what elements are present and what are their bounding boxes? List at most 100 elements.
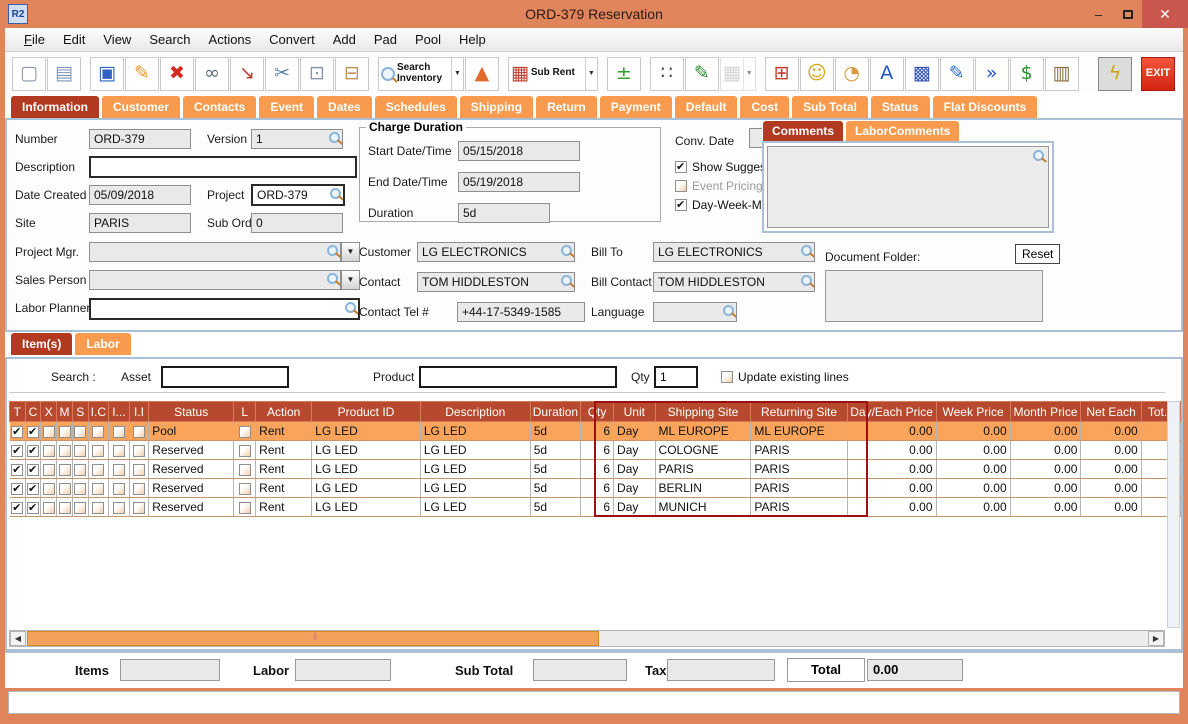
language-search-icon[interactable] — [723, 305, 734, 316]
price-cell[interactable]: 0.00 — [1010, 497, 1082, 517]
edit-button[interactable]: ✎ — [125, 56, 159, 91]
description-cell[interactable]: LG LED — [420, 440, 531, 460]
truck-button[interactable]: ▥ — [1044, 56, 1079, 91]
duration-cell[interactable]: 5d — [530, 459, 582, 479]
delete-button[interactable]: ✖ — [160, 56, 194, 91]
column-header-status[interactable]: Status — [148, 401, 235, 422]
column-header-i-c[interactable]: I.C — [87, 401, 110, 422]
menu-item-file[interactable]: File — [24, 32, 45, 47]
row-checkbox[interactable] — [58, 501, 71, 514]
l-flag-cell[interactable] — [233, 478, 257, 498]
column-header-week-price[interactable]: Week Price — [935, 401, 1011, 422]
unit-cell[interactable]: Day — [613, 440, 656, 460]
exit-button[interactable]: EXIT — [1141, 56, 1175, 91]
returning-site-cell[interactable]: PARIS — [750, 478, 848, 498]
bill-to-search-icon[interactable] — [801, 245, 812, 256]
tab-flat-discounts[interactable]: Flat Discounts — [931, 95, 1039, 118]
flag-cell[interactable] — [25, 459, 42, 479]
export-document-button[interactable]: ↘ — [230, 56, 264, 91]
row-checkbox[interactable] — [11, 482, 24, 495]
row-checkbox[interactable] — [42, 463, 55, 476]
bill-to-field[interactable]: LG ELECTRONICS — [653, 242, 815, 262]
scroll-right-icon[interactable]: ▶ — [1148, 631, 1164, 646]
contact-search-icon[interactable] — [561, 275, 572, 286]
flag-cell[interactable] — [108, 497, 130, 517]
l-flag-cell[interactable] — [233, 497, 257, 517]
tab-contacts[interactable]: Contacts — [182, 95, 258, 118]
flag-cell[interactable] — [88, 478, 110, 498]
horizontal-scrollbar[interactable]: ◀ ▶ — [9, 630, 1165, 647]
action-cell[interactable]: Rent — [255, 497, 313, 517]
horizontal-scroll-thumb[interactable] — [27, 631, 599, 646]
price-cell[interactable]: 0.00 — [847, 421, 937, 441]
row-checkbox[interactable] — [27, 425, 40, 438]
product-id-cell[interactable]: LG LED — [311, 440, 421, 460]
save-button[interactable]: ▣ — [90, 56, 124, 91]
row-checkbox[interactable] — [238, 482, 251, 495]
product-id-cell[interactable]: LG LED — [311, 497, 421, 517]
customer-search-icon[interactable] — [561, 245, 572, 256]
comments-textarea[interactable] — [767, 146, 1049, 228]
dropdown-arrow-icon[interactable]: ▼ — [451, 57, 461, 90]
unit-cell[interactable]: Day — [613, 497, 656, 517]
row-checkbox[interactable] — [132, 463, 145, 476]
price-cell[interactable]: 0.00 — [936, 421, 1011, 441]
tab-status[interactable]: Status — [869, 95, 931, 118]
maximize-button[interactable] — [1113, 0, 1142, 28]
column-header-month-price[interactable]: Month Price — [1009, 401, 1082, 422]
price-cell[interactable]: 0.00 — [1080, 421, 1142, 441]
row-checkbox[interactable] — [74, 482, 87, 495]
flag-cell[interactable] — [9, 497, 26, 517]
price-cell[interactable]: 0.00 — [936, 497, 1011, 517]
action-cell[interactable]: Rent — [255, 440, 313, 460]
row-checkbox[interactable] — [11, 463, 24, 476]
price-cell[interactable]: 0.00 — [1080, 497, 1142, 517]
flag-cell[interactable] — [25, 421, 42, 441]
row-checkbox[interactable] — [27, 501, 40, 514]
column-header-qty[interactable]: Qty — [580, 401, 615, 422]
column-header-i-i[interactable]: I.I — [128, 401, 150, 422]
tab-shipping[interactable]: Shipping — [458, 95, 535, 118]
flag-cell[interactable] — [25, 497, 42, 517]
inventory-shapes-button[interactable]: ▲ — [464, 56, 499, 91]
project-mgr-dropdown[interactable]: ▼ — [341, 242, 360, 262]
checkbox-show-suggestions[interactable] — [675, 160, 687, 173]
transfer-money-button[interactable]: » — [974, 56, 1009, 91]
product-id-cell[interactable]: LG LED — [311, 459, 421, 479]
flag-cell[interactable] — [40, 497, 58, 517]
l-flag-cell[interactable] — [233, 459, 257, 479]
checkbox-event-pricing[interactable] — [675, 180, 687, 192]
price-cell[interactable]: 0.00 — [1080, 440, 1142, 460]
flag-cell[interactable] — [72, 459, 89, 479]
bill-contact-field[interactable]: TOM HIDDLESTON — [653, 272, 815, 292]
row-checkbox[interactable] — [92, 463, 105, 476]
price-cell[interactable]: 0.00 — [936, 459, 1011, 479]
cut-button[interactable]: ✂ — [265, 56, 299, 91]
menu-item-help[interactable]: Help — [459, 32, 486, 47]
price-cell[interactable]: 0.00 — [1010, 421, 1082, 441]
row-checkbox[interactable] — [42, 425, 55, 438]
column-header-description[interactable]: Description — [419, 401, 531, 422]
column-header-action[interactable]: Action — [255, 401, 313, 422]
calendar-button[interactable]: ▦ ▼ — [719, 56, 756, 91]
row-checkbox[interactable] — [58, 482, 71, 495]
new-document-button[interactable]: ▢ — [12, 56, 46, 91]
product-input[interactable] — [419, 366, 617, 388]
dropdown-arrow-icon[interactable]: ▼ — [742, 57, 753, 90]
row-checkbox[interactable] — [92, 482, 105, 495]
returning-site-cell[interactable]: PARIS — [750, 459, 848, 479]
row-checkbox[interactable] — [74, 444, 87, 457]
row-checkbox[interactable] — [132, 501, 145, 514]
project-mgr-search-icon[interactable] — [327, 245, 338, 256]
column-header-i[interactable]: I... — [108, 401, 130, 422]
tab-payment[interactable]: Payment — [598, 95, 673, 118]
row-checkbox[interactable] — [42, 482, 55, 495]
sales-person-search-icon[interactable] — [327, 273, 338, 284]
flag-cell[interactable] — [72, 478, 89, 498]
row-checkbox[interactable] — [42, 501, 55, 514]
quick-actions-button[interactable]: ϟ — [1098, 56, 1132, 91]
tab-dates[interactable]: Dates — [316, 95, 373, 118]
duration-cell[interactable]: 5d — [530, 421, 582, 441]
